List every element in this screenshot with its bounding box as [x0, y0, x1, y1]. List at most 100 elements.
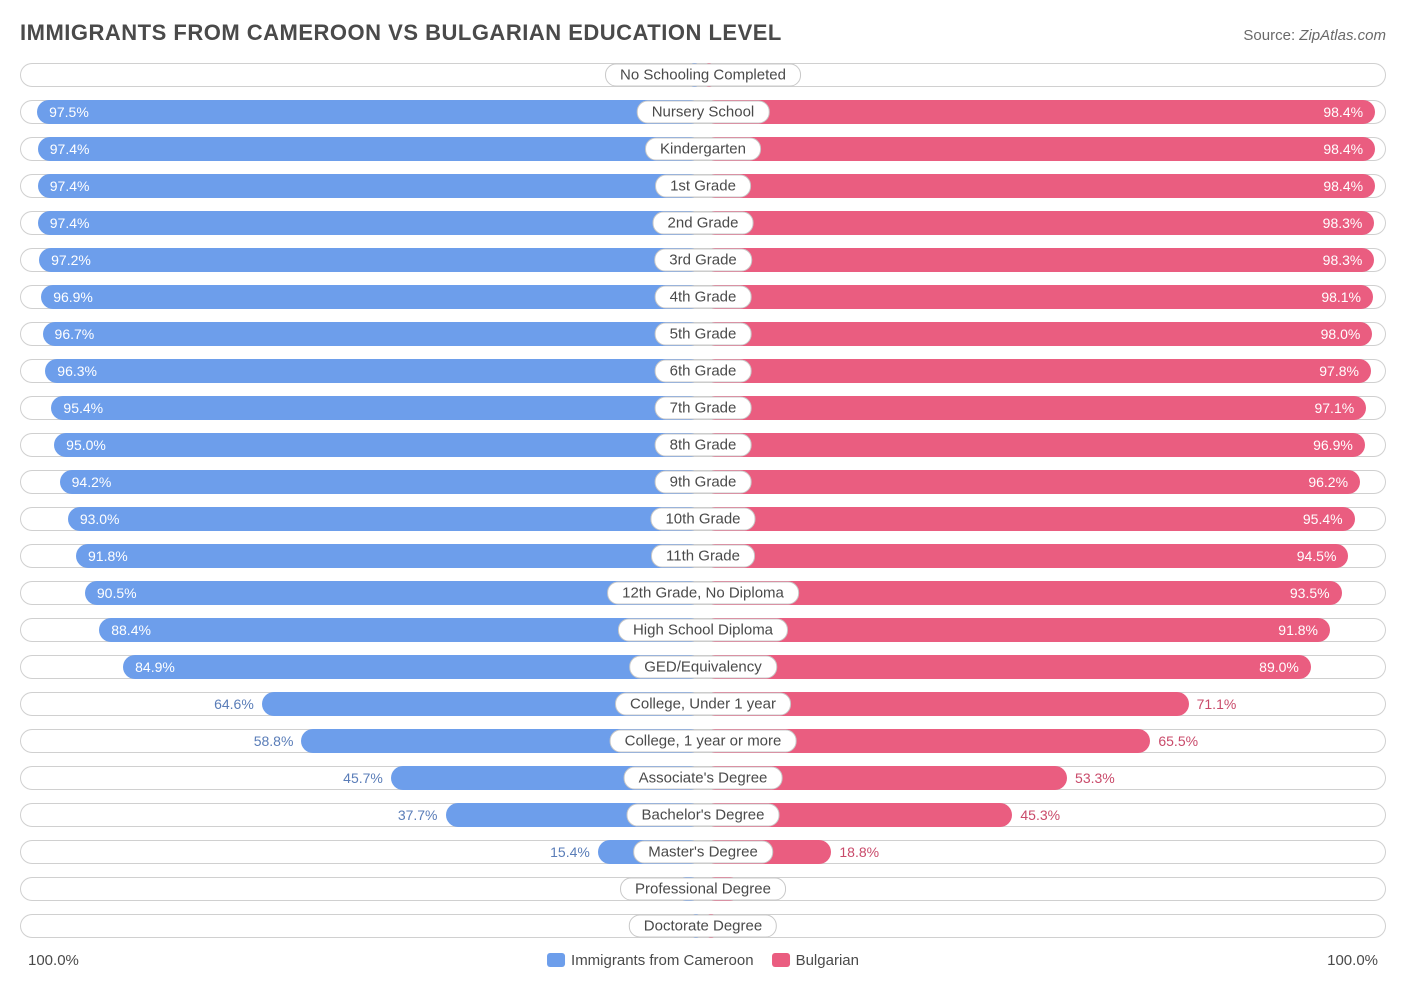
category-label: 12th Grade, No Diploma [607, 581, 799, 604]
bar-left: 95.4% [51, 396, 703, 420]
category-label: 4th Grade [655, 285, 752, 308]
bar-right-value: 98.4% [1323, 141, 1363, 157]
bar-left: 84.9% [123, 655, 703, 679]
bar-left-value: 84.9% [135, 659, 175, 675]
bar-right-value: 95.4% [1303, 511, 1343, 527]
bar-right: 98.4% [703, 174, 1375, 198]
chart-row: 97.4% 98.4% 1st Grade [20, 169, 1386, 202]
category-label: Doctorate Degree [629, 914, 777, 937]
chart-row: 97.2%98.3%3rd Grade [20, 243, 1386, 276]
category-label: 7th Grade [655, 396, 752, 419]
chart-row: 96.3% 97.8%6th Grade [20, 354, 1386, 387]
category-label: Kindergarten [645, 137, 761, 160]
bar-left-value: 93.0% [80, 511, 120, 527]
bar-right-value: 98.4% [1323, 178, 1363, 194]
bar-right: 97.8% [703, 359, 1371, 383]
source-label: Source: [1243, 27, 1295, 44]
bar-right-value: 45.3% [1020, 807, 1060, 823]
track-left [20, 877, 703, 901]
bar-right: 98.3% [703, 211, 1374, 235]
bar-right: 98.4% [703, 100, 1375, 124]
bar-right-value: 94.5% [1297, 548, 1337, 564]
bar-right-value: 93.5% [1290, 585, 1330, 601]
chart-row: 94.2%96.2%9th Grade [20, 465, 1386, 498]
category-label: 2nd Grade [653, 211, 754, 234]
category-label: 1st Grade [655, 174, 751, 197]
chart-row: 4.3%5.7%Professional Degree [20, 872, 1386, 905]
bar-left: 97.4% [38, 211, 703, 235]
category-label: High School Diploma [618, 618, 788, 641]
category-label: No Schooling Completed [605, 63, 801, 86]
bar-left-value: 96.3% [57, 363, 97, 379]
legend-label-left: Immigrants from Cameroon [571, 952, 754, 969]
bar-left: 95.0% [54, 433, 703, 457]
bar-left: 96.7% [43, 322, 703, 346]
chart-row: 97.4%98.3%2nd Grade [20, 206, 1386, 239]
bar-left: 94.2% [60, 470, 703, 494]
bar-right-value: 53.3% [1075, 770, 1115, 786]
bar-right: 95.4% [703, 507, 1355, 531]
bar-right: 96.9% [703, 433, 1365, 457]
bar-right: 91.8% [703, 618, 1330, 642]
category-label: Bachelor's Degree [627, 803, 780, 826]
legend-swatch-right [772, 953, 790, 967]
category-label: GED/Equivalency [629, 655, 777, 678]
category-label: Professional Degree [620, 877, 786, 900]
legend: Immigrants from Cameroon Bulgarian [547, 952, 859, 969]
track-right [703, 877, 1386, 901]
bar-left: 97.4% [38, 137, 703, 161]
bar-left-value: 94.2% [72, 474, 112, 490]
bar-right-value: 96.2% [1308, 474, 1348, 490]
category-label: Nursery School [637, 100, 770, 123]
bar-right: 96.2% [703, 470, 1360, 494]
chart-title: IMMIGRANTS FROM CAMEROON VS BULGARIAN ED… [20, 20, 782, 46]
bar-right: 98.4% [703, 137, 1375, 161]
track-right [703, 63, 1386, 87]
bar-right-value: 71.1% [1197, 696, 1237, 712]
category-label: 6th Grade [655, 359, 752, 382]
bar-right-value: 65.5% [1158, 733, 1198, 749]
bar-right-value: 18.8% [839, 844, 879, 860]
chart-row: 96.9% 98.1% 4th Grade [20, 280, 1386, 313]
diverging-bar-chart: 2.5%1.6%No Schooling Completed 97.5% 98.4%… [20, 58, 1386, 942]
bar-left-value: 95.0% [66, 437, 106, 453]
bar-left-value: 64.6% [214, 696, 254, 712]
bar-left-value: 58.8% [254, 733, 294, 749]
chart-row: 91.8%94.5%11th Grade [20, 539, 1386, 572]
bar-right-value: 96.9% [1313, 437, 1353, 453]
bar-left-value: 96.7% [55, 326, 95, 342]
category-label: Associate's Degree [624, 766, 783, 789]
bar-right: 98.1% [703, 285, 1373, 309]
bar-left: 97.5% [37, 100, 703, 124]
bar-right-value: 91.8% [1278, 622, 1318, 638]
bar-right-value: 98.1% [1321, 289, 1361, 305]
bar-left: 91.8% [76, 544, 703, 568]
category-label: Master's Degree [633, 840, 773, 863]
bar-left-value: 95.4% [63, 400, 103, 416]
legend-item-left: Immigrants from Cameroon [547, 952, 754, 969]
bar-right: 94.5% [703, 544, 1348, 568]
axis-max-right: 100.0% [1327, 952, 1378, 969]
chart-row: 2.5%1.6%No Schooling Completed [20, 58, 1386, 91]
bar-left-value: 97.4% [50, 178, 90, 194]
bar-right-value: 97.1% [1314, 400, 1354, 416]
legend-item-right: Bulgarian [772, 952, 859, 969]
category-label: College, Under 1 year [615, 692, 791, 715]
bar-left: 96.9% [41, 285, 703, 309]
bar-left-value: 91.8% [88, 548, 128, 564]
chart-row: 97.4% 98.4% Kindergarten [20, 132, 1386, 165]
bar-left: 97.2% [39, 248, 703, 272]
bar-right-value: 98.4% [1323, 104, 1363, 120]
bar-left-value: 15.4% [550, 844, 590, 860]
bar-right-value: 89.0% [1259, 659, 1299, 675]
chart-row: 58.8%65.5%College, 1 year or more [20, 724, 1386, 757]
category-label: 10th Grade [650, 507, 755, 530]
chart-row: 93.0% 95.4% 10th Grade [20, 502, 1386, 535]
bar-left-value: 37.7% [398, 807, 438, 823]
category-label: 3rd Grade [654, 248, 752, 271]
bar-right: 98.3% [703, 248, 1374, 272]
axis-max-left: 100.0% [28, 952, 79, 969]
bar-left: 93.0% [68, 507, 703, 531]
chart-row: 2.0%2.4%Doctorate Degree [20, 909, 1386, 942]
category-label: 5th Grade [655, 322, 752, 345]
